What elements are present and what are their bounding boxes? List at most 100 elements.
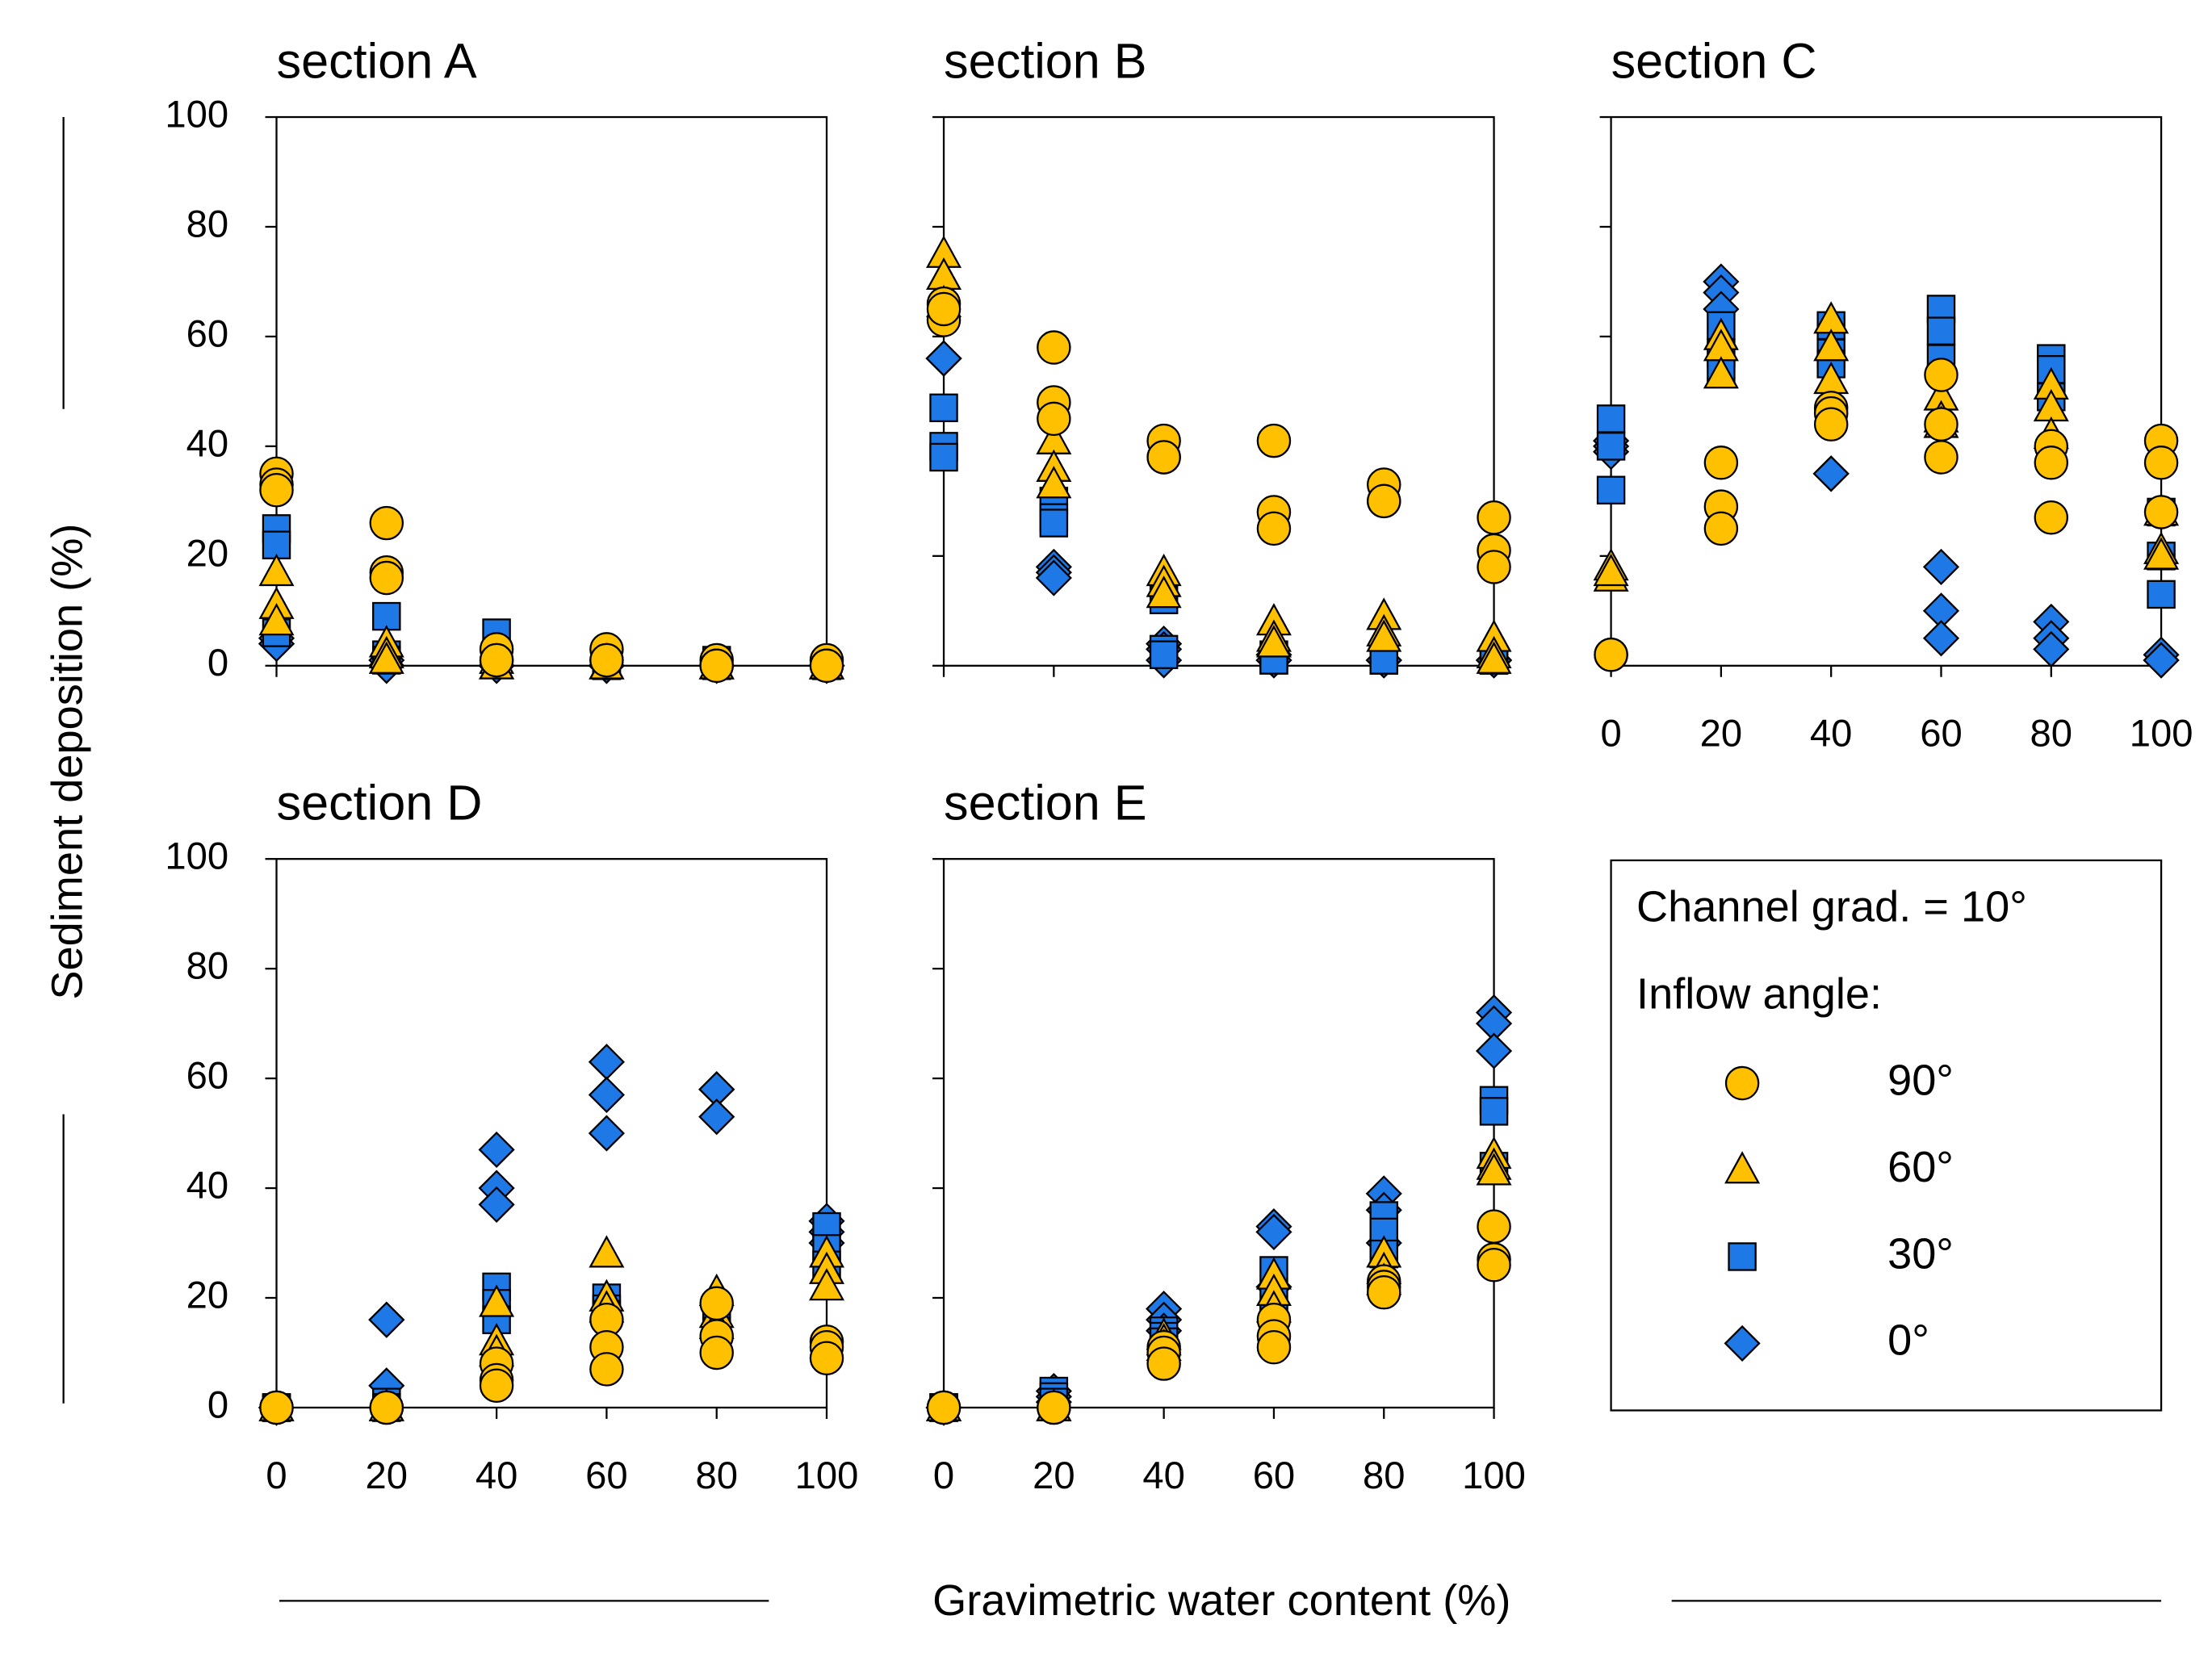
marker-circle xyxy=(1924,440,1959,475)
legend-label: 30° xyxy=(1887,1229,1954,1278)
x-tick-label: 0 xyxy=(266,1454,287,1496)
plot-frame xyxy=(942,858,1495,1409)
marker-square xyxy=(1596,404,1626,433)
marker-circle xyxy=(809,1341,844,1375)
marker-circle xyxy=(2034,446,2069,480)
marker-triangle xyxy=(1476,641,1512,674)
marker-triangle xyxy=(808,1268,845,1301)
marker-triangle xyxy=(1146,575,1182,609)
y-tick-label: 100 xyxy=(165,835,228,877)
marker-circle xyxy=(699,648,734,684)
marker-square xyxy=(1926,316,1956,345)
marker-circle xyxy=(1256,423,1292,458)
marker-triangle xyxy=(1813,329,1850,362)
marker-circle xyxy=(809,648,844,684)
legend-label: 0° xyxy=(1887,1316,1929,1365)
y-tick-label: 40 xyxy=(186,421,228,464)
y-tick-label: 60 xyxy=(186,312,228,354)
marker-diamond xyxy=(478,1186,515,1224)
x-tick-label: 100 xyxy=(795,1454,859,1496)
marker-circle xyxy=(1477,500,1511,535)
y-tick-label: 80 xyxy=(186,944,228,987)
marker-circle xyxy=(1813,407,1849,441)
marker-circle xyxy=(589,642,624,678)
x-axis-label: Gravimetric water content (%) xyxy=(932,1576,1510,1625)
legend-title: Channel grad. = 10° xyxy=(1636,882,2027,931)
marker-circle xyxy=(1477,1209,1511,1244)
marker-triangle xyxy=(1703,356,1739,389)
plot-frame xyxy=(275,858,828,1409)
legend-subtitle: Inflow angle: xyxy=(1636,970,1882,1019)
marker-triangle xyxy=(1593,553,1629,587)
marker-square xyxy=(1149,640,1179,669)
marker-triangle xyxy=(258,603,295,636)
marker-diamond xyxy=(1812,455,1850,492)
plot-frame xyxy=(275,115,828,667)
x-tick-label: 100 xyxy=(2130,712,2193,755)
marker-diamond xyxy=(1922,548,1960,586)
y-tick-label: 0 xyxy=(207,1383,228,1425)
marker-circle xyxy=(2143,495,2179,529)
marker-diamond xyxy=(925,340,962,377)
marker-circle xyxy=(1924,407,1959,441)
marker-diamond xyxy=(2033,630,2070,667)
panel-title: section B xyxy=(944,34,1147,89)
marker-square xyxy=(1596,432,1626,461)
marker-triangle xyxy=(2143,537,2180,570)
marker-circle xyxy=(1477,1247,1511,1283)
marker-circle xyxy=(479,1368,514,1403)
y-tick-label: 20 xyxy=(186,531,228,574)
marker-triangle xyxy=(1036,466,1072,499)
marker-circle xyxy=(1037,1390,1071,1425)
plot-frame xyxy=(942,115,1495,667)
plot-frame xyxy=(1610,115,2163,667)
y-tick-label: 20 xyxy=(186,1273,228,1316)
marker-diamond xyxy=(2143,642,2180,679)
marker-triangle xyxy=(1476,1153,1512,1186)
y-tick-label: 40 xyxy=(186,1164,228,1207)
marker-square xyxy=(1479,1097,1509,1126)
marker-circle xyxy=(1367,1274,1401,1310)
marker-diamond xyxy=(1475,1032,1513,1069)
marker-diamond xyxy=(1724,1324,1761,1362)
legend-label: 90° xyxy=(1887,1056,1954,1104)
x-tick-label: 80 xyxy=(2030,712,2072,755)
x-tick-label: 40 xyxy=(1142,1454,1184,1496)
marker-circle xyxy=(259,473,294,508)
panel-title: section C xyxy=(1611,34,1817,89)
panel-title: section E xyxy=(944,776,1147,831)
marker-circle xyxy=(1256,1329,1292,1365)
y-tick-label: 0 xyxy=(207,641,228,684)
marker-diamond xyxy=(1922,620,1960,657)
y-tick-label: 100 xyxy=(165,93,228,136)
marker-square xyxy=(929,442,958,472)
x-tick-label: 0 xyxy=(1600,712,1621,755)
x-tick-label: 20 xyxy=(1700,712,1742,755)
marker-square xyxy=(1596,475,1626,505)
marker-triangle xyxy=(1255,625,1292,658)
marker-circle xyxy=(589,1352,624,1387)
marker-circle xyxy=(1037,401,1071,437)
marker-triangle xyxy=(368,641,404,674)
marker-circle xyxy=(369,1390,404,1425)
y-tick-label: 60 xyxy=(186,1054,228,1097)
marker-circle xyxy=(1703,511,1739,546)
marker-triangle xyxy=(258,553,295,587)
marker-square xyxy=(929,393,958,423)
marker-circle xyxy=(1367,483,1401,519)
marker-circle xyxy=(1256,511,1292,546)
marker-circle xyxy=(1037,330,1071,365)
x-tick-label: 60 xyxy=(1920,712,1962,755)
y-tick-label: 80 xyxy=(186,202,228,245)
marker-circle xyxy=(1924,358,1959,392)
marker-circle xyxy=(699,1286,734,1321)
x-tick-label: 60 xyxy=(585,1454,627,1496)
marker-diamond xyxy=(698,1099,735,1136)
marker-diamond xyxy=(1035,559,1072,596)
legend-box xyxy=(1610,859,2163,1412)
marker-diamond xyxy=(588,1115,625,1152)
marker-circle xyxy=(2143,446,2179,480)
marker-triangle xyxy=(1724,1151,1761,1184)
marker-diamond xyxy=(1255,1213,1292,1250)
